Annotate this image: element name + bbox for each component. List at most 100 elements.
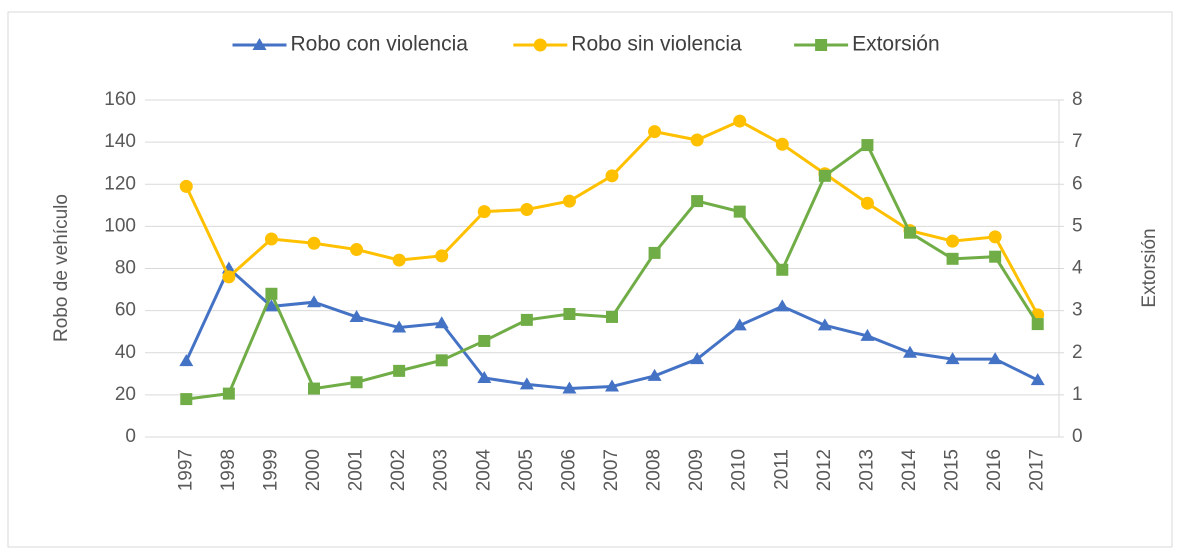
data-point: [222, 270, 236, 284]
y-tick-label: 100: [104, 215, 136, 236]
data-point: [434, 316, 449, 329]
data-point: [647, 368, 662, 381]
data-point: [903, 345, 917, 358]
data-point: [179, 179, 193, 193]
y-tick-label: 0: [125, 426, 136, 447]
data-point: [392, 320, 407, 333]
data-point: [945, 352, 960, 365]
data-point: [605, 169, 619, 183]
x-tick-label: 2001: [346, 449, 367, 491]
data-point: [775, 137, 789, 151]
data-point: [264, 299, 279, 312]
data-point: [222, 387, 235, 400]
data-point: [308, 382, 320, 395]
data-point: [1030, 373, 1045, 386]
data-point: [520, 203, 534, 217]
x-tick-label: 1999: [260, 449, 281, 491]
data-point: [946, 252, 959, 265]
data-point: [350, 243, 364, 257]
legend-label: Robo con violencia: [291, 33, 469, 56]
legend-marker: [533, 38, 547, 52]
x-tick-label: 2013: [856, 449, 877, 491]
data-point: [435, 354, 448, 367]
data-point: [264, 232, 278, 246]
x-tick-label: 2012: [814, 449, 835, 491]
data-point: [776, 263, 789, 276]
data-point: [562, 381, 577, 394]
legend-label: Robo sin violencia: [571, 33, 742, 56]
x-tick-label: 2002: [388, 449, 409, 491]
data-point: [860, 328, 875, 341]
x-tick-label: 2003: [431, 449, 452, 491]
data-point: [904, 226, 916, 239]
data-point: [690, 352, 705, 365]
data-point: [520, 313, 533, 326]
data-point: [180, 393, 193, 406]
x-tick-label: 2008: [644, 449, 665, 491]
data-point: [988, 230, 1002, 244]
data-point: [478, 334, 491, 347]
y2-tick-label: 7: [1072, 131, 1083, 152]
data-point: [733, 205, 746, 218]
data-point: [477, 371, 492, 384]
legend-marker: [252, 38, 267, 50]
x-tick-label: 2015: [942, 449, 963, 491]
y-tick-label: 160: [104, 89, 136, 110]
y2-tick-label: 1: [1072, 384, 1083, 405]
data-point: [477, 205, 491, 219]
data-point: [1031, 318, 1044, 331]
y2-tick-label: 8: [1072, 89, 1083, 110]
data-point: [179, 354, 194, 367]
x-tick-label: 1997: [175, 449, 196, 491]
x-tick-label: 2009: [686, 449, 707, 491]
data-point: [307, 236, 321, 250]
x-tick-label: 2007: [601, 449, 622, 491]
x-tick-label: 2011: [771, 449, 792, 490]
x-tick-label: 1998: [218, 449, 239, 491]
y-tick-label: 140: [104, 131, 136, 152]
data-point: [732, 318, 747, 331]
y-tick-label: 20: [115, 384, 136, 405]
x-tick-label: 2010: [729, 449, 750, 491]
data-point: [606, 310, 618, 323]
data-point: [861, 139, 874, 152]
x-tick-label: 2006: [558, 449, 579, 491]
x-tick-label: 2000: [303, 449, 324, 491]
data-point: [307, 295, 321, 308]
y-tick-label: 80: [115, 258, 136, 279]
x-tick-label: 2014: [899, 449, 920, 492]
y-tick-label: 40: [115, 342, 136, 363]
data-point: [562, 194, 576, 208]
y-tick-label: 60: [115, 300, 136, 321]
data-point: [349, 309, 364, 322]
y2-tick-label: 3: [1072, 300, 1083, 321]
x-tick-label: 2016: [984, 449, 1005, 491]
data-point: [989, 250, 1002, 263]
data-point: [860, 196, 874, 210]
data-point: [563, 307, 576, 320]
data-point: [691, 195, 704, 208]
data-point: [435, 249, 449, 263]
data-point: [818, 169, 831, 182]
x-tick-label: 2004: [473, 449, 494, 492]
data-point: [988, 352, 1003, 365]
data-point: [817, 318, 832, 331]
legend-label: Extorsión: [852, 33, 940, 56]
y-tick-label: 120: [104, 173, 136, 194]
data-point: [775, 299, 790, 312]
data-point: [519, 377, 534, 390]
y2-tick-label: 0: [1072, 426, 1083, 447]
data-point: [265, 287, 278, 300]
y2-tick-label: 6: [1072, 173, 1083, 194]
chart-border: [7, 11, 1173, 548]
x-tick-label: 2005: [516, 449, 537, 491]
data-point: [733, 114, 747, 128]
data-point: [350, 376, 363, 389]
legend-marker: [815, 39, 828, 51]
y-axis-title: Robo de vehículo: [51, 194, 72, 342]
y2-tick-label: 5: [1072, 215, 1083, 236]
y2-tick-label: 4: [1072, 258, 1083, 279]
data-point: [946, 234, 960, 248]
data-point: [393, 364, 406, 377]
